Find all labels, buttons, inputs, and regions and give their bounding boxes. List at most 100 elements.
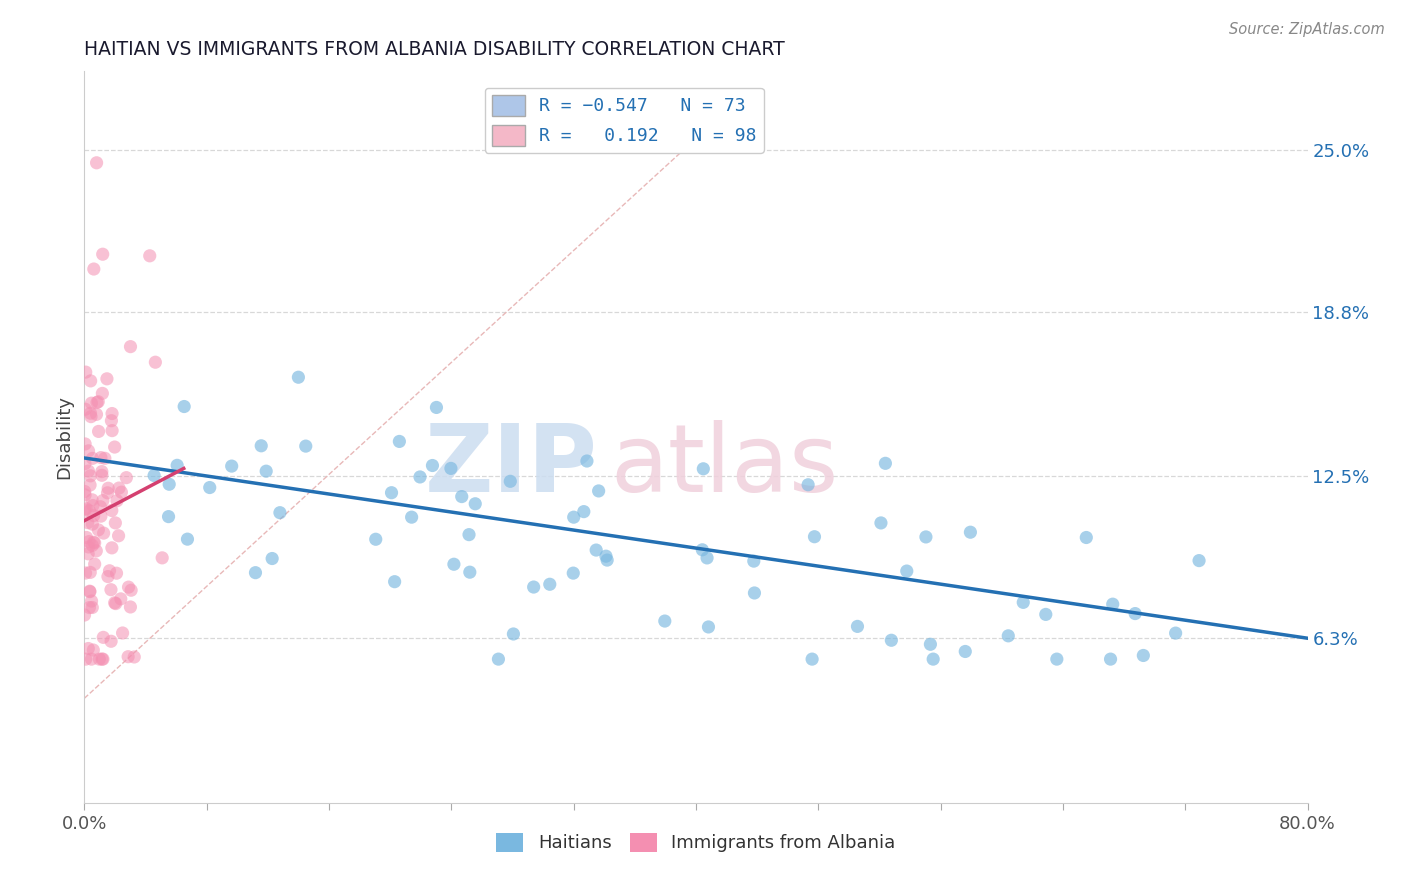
- Point: [75, 402, 97, 417]
- Point: [654, 614, 676, 628]
- Point: [1046, 652, 1069, 666]
- Point: [75, 652, 97, 666]
- Point: [401, 510, 423, 524]
- Point: [120, 599, 142, 614]
- Point: [76, 516, 98, 530]
- Point: [73, 503, 96, 517]
- Point: [107, 529, 129, 543]
- Point: [86, 395, 108, 409]
- Point: [73, 484, 96, 499]
- Point: [90, 465, 112, 479]
- Point: [87, 394, 110, 409]
- Point: [87, 523, 110, 537]
- Point: [79, 468, 101, 483]
- Point: [110, 485, 132, 500]
- Point: [104, 440, 127, 454]
- Point: [82, 451, 104, 466]
- Point: [139, 249, 162, 263]
- Point: [692, 462, 714, 476]
- Point: [83, 535, 105, 549]
- Point: [79, 478, 101, 492]
- Point: [250, 439, 273, 453]
- Y-axis label: Disability: Disability: [55, 395, 73, 479]
- Point: [440, 461, 463, 475]
- Point: [75, 566, 97, 580]
- Point: [77, 534, 100, 549]
- Point: [443, 558, 465, 572]
- Point: [97, 481, 120, 495]
- Point: [104, 516, 127, 530]
- Point: [75, 437, 97, 451]
- Point: [122, 650, 145, 665]
- Point: [875, 456, 897, 470]
- Point: [79, 406, 101, 420]
- Point: [79, 584, 101, 599]
- Point: [997, 629, 1019, 643]
- Point: [422, 458, 444, 473]
- Point: [870, 516, 893, 530]
- Point: [1188, 553, 1211, 567]
- Point: [98, 564, 121, 578]
- Point: [380, 485, 402, 500]
- Point: [269, 506, 291, 520]
- Point: [117, 580, 139, 594]
- Point: [896, 564, 918, 578]
- Point: [96, 485, 118, 500]
- Point: [262, 551, 284, 566]
- Point: [458, 527, 481, 541]
- Point: [91, 652, 114, 666]
- Point: [388, 434, 411, 449]
- Point: [595, 549, 617, 564]
- Point: [117, 649, 139, 664]
- Point: [120, 583, 142, 598]
- Point: [105, 566, 128, 581]
- Point: [79, 504, 101, 518]
- Point: [1132, 648, 1154, 663]
- Point: [1099, 652, 1122, 666]
- Point: [80, 652, 103, 666]
- Point: [915, 530, 938, 544]
- Point: [458, 565, 481, 579]
- Point: [157, 509, 180, 524]
- Point: [562, 566, 585, 581]
- Point: [562, 510, 585, 524]
- Point: [100, 634, 122, 648]
- Point: [696, 550, 718, 565]
- Point: [77, 540, 100, 554]
- Point: [82, 643, 104, 657]
- Point: [145, 355, 167, 369]
- Point: [538, 577, 561, 591]
- Point: [82, 538, 104, 552]
- Point: [101, 503, 124, 517]
- Point: [523, 580, 546, 594]
- Point: [100, 414, 122, 428]
- Point: [1164, 626, 1187, 640]
- Point: [77, 464, 100, 478]
- Point: [79, 566, 101, 580]
- Point: [77, 641, 100, 656]
- Point: [100, 582, 122, 597]
- Text: Source: ZipAtlas.com: Source: ZipAtlas.com: [1229, 22, 1385, 37]
- Point: [166, 458, 188, 473]
- Point: [801, 652, 824, 666]
- Point: [97, 569, 120, 583]
- Point: [254, 464, 277, 478]
- Point: [173, 400, 195, 414]
- Point: [221, 459, 243, 474]
- Point: [364, 533, 387, 547]
- Point: [89, 652, 111, 666]
- Point: [93, 526, 115, 541]
- Point: [596, 553, 619, 567]
- Point: [77, 443, 100, 458]
- Point: [91, 652, 114, 666]
- Point: [143, 468, 166, 483]
- Point: [86, 408, 108, 422]
- Point: [959, 525, 981, 540]
- Point: [79, 374, 101, 388]
- Point: [87, 425, 110, 439]
- Point: [245, 566, 267, 580]
- Point: [91, 493, 114, 508]
- Point: [115, 470, 138, 484]
- Point: [77, 547, 100, 561]
- Point: [94, 451, 117, 466]
